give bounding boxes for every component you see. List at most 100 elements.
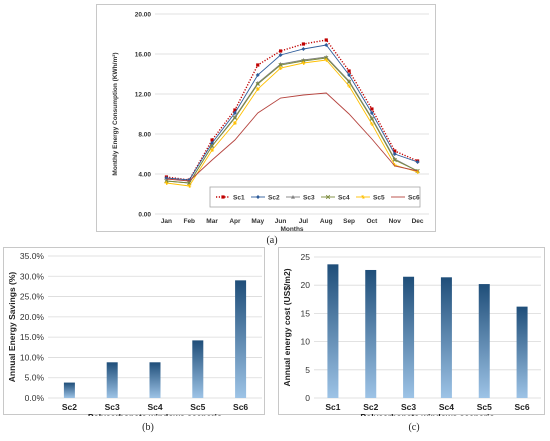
x-tick-label: Nov (389, 218, 402, 225)
bar-sc6 (235, 280, 247, 398)
bar-sc5 (192, 340, 204, 398)
x-tick-label: Aug (320, 218, 333, 225)
y-axis-label: Annual energy cost (US$/m2) (282, 268, 292, 386)
data-point (370, 107, 374, 111)
x-tick-label: Sep (343, 218, 355, 225)
data-point (255, 73, 260, 77)
data-point (164, 181, 169, 185)
legend-label: Sc6 (408, 194, 420, 201)
cost-bar-chart-panel: 0 5 10 15 20 25 Sc1 Sc2 Sc3 Sc4 Sc5 Sc6 Polycarbonat… (278, 247, 545, 422)
bar-sc4 (440, 277, 452, 398)
caption-a: (a) (266, 235, 278, 246)
y-tick-label: 30.0% (20, 271, 45, 281)
bar-sc2 (365, 269, 377, 398)
legend-label: Sc4 (338, 194, 350, 201)
x-tick-label: Sc3 (401, 402, 416, 412)
x-axis-label: Polycarbonate windows scenario (88, 412, 222, 416)
y-tick-label: 20 (301, 280, 311, 290)
y-tick-label: 0 (305, 393, 310, 403)
y-tick-label: 25.0% (20, 292, 45, 302)
data-point (347, 84, 352, 88)
x-tick-label: Jun (275, 218, 287, 225)
data-point (392, 157, 397, 161)
data-point (278, 66, 283, 70)
data-point (187, 184, 192, 188)
bar-sc1 (327, 264, 339, 398)
y-tick-label: 0.00 (138, 212, 151, 219)
x-tick-label: Mar (206, 218, 218, 225)
x-tick-label: May (251, 218, 264, 225)
data-point (291, 195, 295, 199)
data-point (232, 121, 237, 125)
data-point (369, 116, 374, 120)
y-tick-label: 0.0% (25, 393, 45, 403)
data-point (301, 47, 306, 51)
y-tick-label: 35.0% (20, 251, 45, 261)
x-tick-label: Sc5 (477, 402, 492, 412)
data-point (325, 194, 331, 200)
cost-bar-chart-svg: 0 5 10 15 20 25 Sc1 Sc2 Sc3 Sc4 Sc5 Sc6 Polycarbonat… (282, 252, 541, 422)
y-tick-label: 16.00 (135, 52, 152, 59)
legend-label: Sc3 (303, 194, 315, 201)
data-point (369, 116, 375, 122)
data-point (415, 160, 420, 164)
data-point (369, 122, 374, 126)
x-tick-label: Feb (183, 218, 195, 225)
x-axis-label: Months (280, 226, 303, 233)
legend-box (209, 186, 421, 208)
y-axis-label: Monthly Energy Consumption (KWh/m²) (112, 52, 119, 175)
series-line-sc6 (166, 92, 418, 182)
x-tick-label: Sc1 (325, 402, 340, 412)
data-point (392, 157, 397, 163)
data-point (346, 79, 352, 85)
x-tick-label: Sc2 (62, 402, 77, 412)
series-line-sc3 (166, 56, 418, 184)
data-point (255, 87, 260, 91)
bar-sc6 (516, 306, 528, 398)
data-point (232, 115, 238, 121)
legend-label: Sc1 (233, 194, 245, 201)
data-point (256, 195, 260, 199)
y-tick-label: 20.00 (135, 12, 152, 19)
data-point (347, 73, 352, 77)
line-chart-panel: 0.00 4.00 8.00 12.00 16.00 20.00 Jan Feb Mar Apr M… (96, 4, 436, 233)
data-point (369, 111, 374, 115)
data-point (210, 148, 215, 152)
y-tick-label: 20.0% (20, 312, 45, 322)
data-point (324, 38, 328, 42)
x-axis-label: Polycarbonate windows scenario (360, 412, 494, 416)
line-chart-svg: 0.00 4.00 8.00 12.00 16.00 20.00 Jan Feb Mar Apr M… (112, 12, 429, 233)
x-tick-label: Sc3 (105, 402, 120, 412)
data-point (347, 79, 352, 83)
bar-sc5 (478, 284, 490, 398)
x-tick-label: Dec (412, 218, 424, 225)
data-point (256, 63, 260, 67)
y-tick-label: 10.0% (20, 352, 45, 362)
x-tick-label: Sc2 (363, 402, 378, 412)
x-tick-label: Sc4 (147, 402, 162, 412)
y-tick-label: 12.00 (135, 92, 152, 99)
y-tick-label: 15 (301, 308, 311, 318)
data-point (393, 149, 397, 153)
savings-bar-chart-panel: 0.0% 5.0% 10.0% 15.0% 20.0% 25.0% 30.0% 35.0% Sc… (3, 247, 265, 422)
bar-sc3 (403, 276, 415, 398)
series-line-sc4 (166, 57, 418, 184)
x-tick-label: Jan (161, 218, 172, 225)
caption-b: (b) (142, 422, 154, 433)
x-tick-label: Sc5 (190, 402, 205, 412)
legend-label: Sc2 (268, 194, 280, 201)
data-point (278, 62, 283, 68)
series-line-sc2 (166, 44, 418, 181)
data-point (361, 195, 365, 199)
data-point (278, 53, 283, 57)
data-point (232, 115, 237, 119)
x-tick-label: Sc6 (515, 402, 530, 412)
x-tick-label: Sc6 (233, 402, 248, 412)
bar-sc2 (63, 382, 75, 398)
y-tick-label: 8.00 (138, 132, 151, 139)
data-point (301, 61, 306, 65)
data-point (221, 195, 225, 199)
savings-bar-chart-svg: 0.0% 5.0% 10.0% 15.0% 20.0% 25.0% 30.0% 35.0% Sc… (7, 251, 262, 422)
data-point (347, 69, 351, 73)
data-point (324, 43, 329, 47)
